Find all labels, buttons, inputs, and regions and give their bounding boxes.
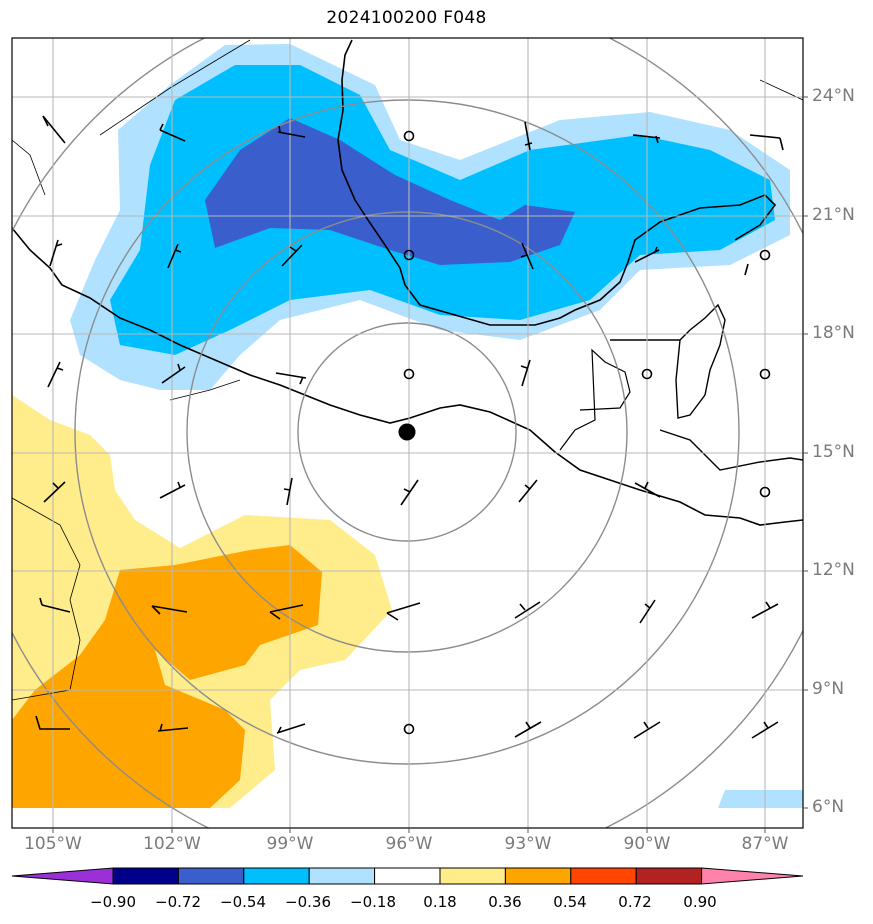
colorbar-segment bbox=[177, 867, 245, 885]
colorbar-segment bbox=[374, 867, 441, 885]
colorbar-segment bbox=[112, 867, 179, 885]
yucatan-outline bbox=[610, 303, 726, 419]
colorbar-segment bbox=[504, 867, 572, 885]
lon-label-102w: 102°W bbox=[143, 834, 201, 854]
lat-label-9n: 9°N bbox=[812, 679, 845, 699]
colorbar-tick-label: 0.72 bbox=[618, 893, 652, 911]
positive-field-mid bbox=[12, 545, 322, 808]
colorbar-tick-label: −0.36 bbox=[285, 893, 331, 911]
colorbar-segment bbox=[243, 867, 310, 885]
colorbar-tick-label: 0.90 bbox=[683, 893, 717, 911]
central-america-coast bbox=[659, 429, 803, 471]
lon-label-93w: 93°W bbox=[504, 834, 552, 854]
colorbar-tick-label: 0.18 bbox=[423, 893, 457, 911]
range-rings bbox=[12, 38, 803, 828]
colorbar-tick-label: −0.90 bbox=[90, 893, 136, 911]
colorbar-segment bbox=[570, 867, 637, 885]
lat-label-12n: 12°N bbox=[812, 560, 855, 580]
colorbar-tick-label: 0.36 bbox=[488, 893, 522, 911]
negative-field-dark bbox=[205, 118, 575, 265]
mexico-states bbox=[12, 39, 803, 701]
lon-label-105w: 105°W bbox=[24, 834, 82, 854]
map-frame bbox=[11, 37, 804, 829]
colorbar-segment bbox=[439, 867, 506, 885]
gulf-coast bbox=[337, 39, 777, 326]
colorbar-extend-low bbox=[11, 867, 114, 885]
lat-label-24n: 24°N bbox=[812, 86, 855, 106]
lat-label-18n: 18°N bbox=[812, 323, 855, 343]
lat-label-6n: 6°N bbox=[812, 797, 845, 817]
colorbar-segment bbox=[308, 867, 376, 885]
storm-center-marker bbox=[398, 423, 416, 441]
colorbar-extend-high bbox=[701, 867, 804, 885]
colorbar-tick-label: −0.18 bbox=[350, 893, 396, 911]
colorbar bbox=[11, 867, 804, 885]
lon-label-87w: 87°W bbox=[741, 834, 789, 854]
colorbar-tick-label: −0.72 bbox=[155, 893, 201, 911]
lon-label-96w: 96°W bbox=[385, 834, 433, 854]
negative-field-corner bbox=[718, 790, 803, 808]
calm-wind-markers bbox=[403, 130, 771, 735]
map-title: 2024100200 F048 bbox=[326, 8, 487, 28]
guatemala-border bbox=[559, 348, 631, 451]
lon-label-90w: 90°W bbox=[623, 834, 671, 854]
lon-label-99w: 99°W bbox=[266, 834, 314, 854]
lat-label-21n: 21°N bbox=[812, 205, 855, 225]
colorbar-tick-label: 0.54 bbox=[553, 893, 587, 911]
wind-barbs bbox=[35, 115, 784, 739]
lat-label-15n: 15°N bbox=[812, 442, 855, 462]
colorbar-tick-label: −0.54 bbox=[220, 893, 266, 911]
mexico-pacific-coast bbox=[12, 227, 803, 526]
colorbar-segment bbox=[635, 867, 703, 885]
